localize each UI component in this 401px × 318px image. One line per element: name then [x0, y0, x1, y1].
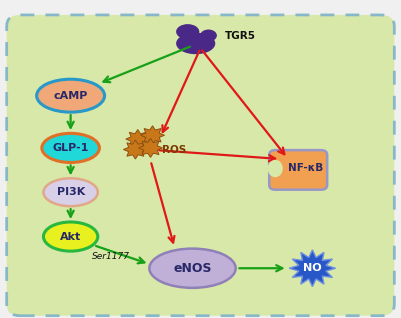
FancyBboxPatch shape: [7, 15, 394, 316]
FancyBboxPatch shape: [269, 150, 327, 190]
Polygon shape: [289, 250, 336, 287]
Ellipse shape: [42, 133, 99, 162]
Ellipse shape: [176, 33, 215, 54]
Text: GLP-1: GLP-1: [53, 143, 89, 153]
Text: NF-κB: NF-κB: [288, 163, 323, 174]
Text: ROS: ROS: [162, 144, 186, 155]
Text: Ser1177: Ser1177: [92, 252, 130, 261]
Ellipse shape: [267, 160, 283, 177]
Ellipse shape: [36, 79, 105, 112]
Ellipse shape: [43, 222, 98, 251]
Text: eNOS: eNOS: [173, 262, 212, 275]
Text: cAMP: cAMP: [53, 91, 88, 101]
Ellipse shape: [149, 249, 236, 288]
Text: NO: NO: [303, 263, 322, 273]
Text: PI3K: PI3K: [57, 187, 85, 197]
Ellipse shape: [43, 178, 98, 206]
Polygon shape: [126, 129, 150, 149]
Ellipse shape: [176, 24, 199, 39]
Text: TGR5: TGR5: [225, 31, 256, 41]
Polygon shape: [141, 126, 164, 145]
Text: Akt: Akt: [60, 232, 81, 242]
Polygon shape: [139, 138, 162, 157]
Polygon shape: [124, 140, 147, 159]
Ellipse shape: [200, 30, 217, 42]
